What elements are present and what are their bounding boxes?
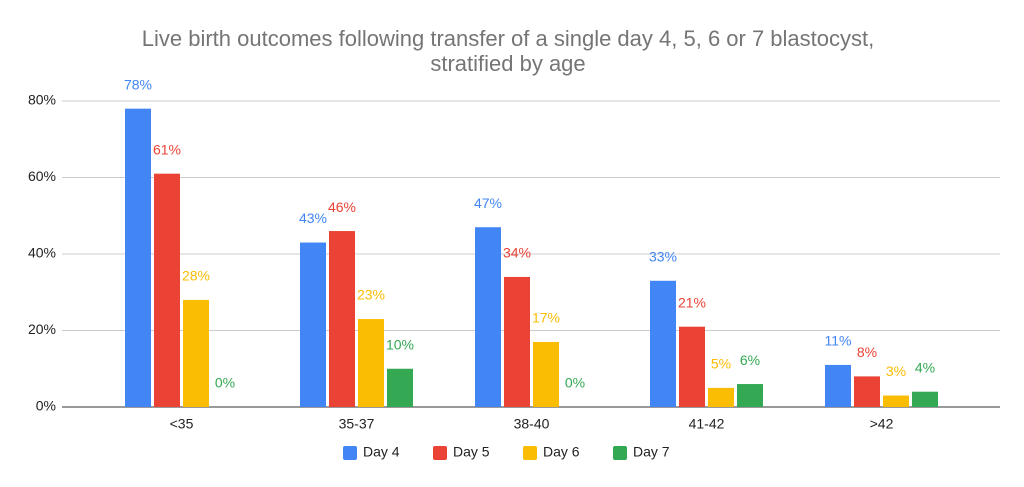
data-label: 17% <box>532 310 560 326</box>
bar <box>650 280 676 407</box>
data-label: 6% <box>740 352 760 368</box>
data-label: 34% <box>503 245 531 261</box>
data-label: 28% <box>182 268 210 284</box>
data-label: 11% <box>825 333 852 349</box>
bar <box>329 231 355 407</box>
x-tick-label: <35 <box>170 416 194 432</box>
x-tick-label: 41-42 <box>689 416 725 432</box>
legend-label: Day 4 <box>363 444 400 460</box>
y-tick-label: 60% <box>28 168 56 184</box>
bar <box>387 368 413 407</box>
bar <box>854 376 880 407</box>
legend-label: Day 5 <box>453 444 490 460</box>
data-label: 4% <box>915 359 935 375</box>
data-label: 21% <box>678 294 706 310</box>
legend-swatch <box>433 446 447 460</box>
data-label: 47% <box>474 195 502 211</box>
x-tick-label: >42 <box>870 416 894 432</box>
data-label: 46% <box>328 199 356 215</box>
y-tick-label: 80% <box>28 92 56 108</box>
bar <box>883 395 909 407</box>
bar <box>154 173 180 407</box>
bar <box>825 364 851 407</box>
bar <box>358 319 384 407</box>
data-label: 5% <box>711 356 731 372</box>
y-tick-label: 0% <box>36 398 56 414</box>
bar <box>708 387 734 407</box>
bar <box>183 299 209 407</box>
x-tick-label: 35-37 <box>339 416 375 432</box>
bar <box>533 341 559 407</box>
legend-swatch <box>613 446 627 460</box>
data-label: 0% <box>215 375 235 391</box>
bar <box>125 108 151 408</box>
data-label: 8% <box>857 344 877 360</box>
y-tick-label: 20% <box>28 321 56 337</box>
data-label: 43% <box>299 210 327 226</box>
bar <box>737 384 763 407</box>
bar <box>679 326 705 407</box>
legend-swatch <box>343 446 357 460</box>
data-label: 23% <box>357 287 385 303</box>
bar <box>504 276 530 407</box>
data-label: 10% <box>386 336 414 352</box>
legend-label: Day 6 <box>543 444 580 460</box>
data-label: 61% <box>153 141 181 157</box>
x-tick-label: 38-40 <box>514 416 550 432</box>
data-label: 3% <box>886 363 906 379</box>
bar <box>475 227 501 407</box>
data-label: 78% <box>124 76 152 92</box>
data-label: 0% <box>565 375 585 391</box>
chart-title: Live birth outcomes following transfer o… <box>142 26 875 51</box>
bar <box>300 242 326 407</box>
data-label: 33% <box>649 248 677 264</box>
bar <box>912 391 938 407</box>
chart-title: stratified by age <box>430 51 585 76</box>
legend-label: Day 7 <box>633 444 670 460</box>
y-tick-label: 40% <box>28 245 56 261</box>
legend-swatch <box>523 446 537 460</box>
